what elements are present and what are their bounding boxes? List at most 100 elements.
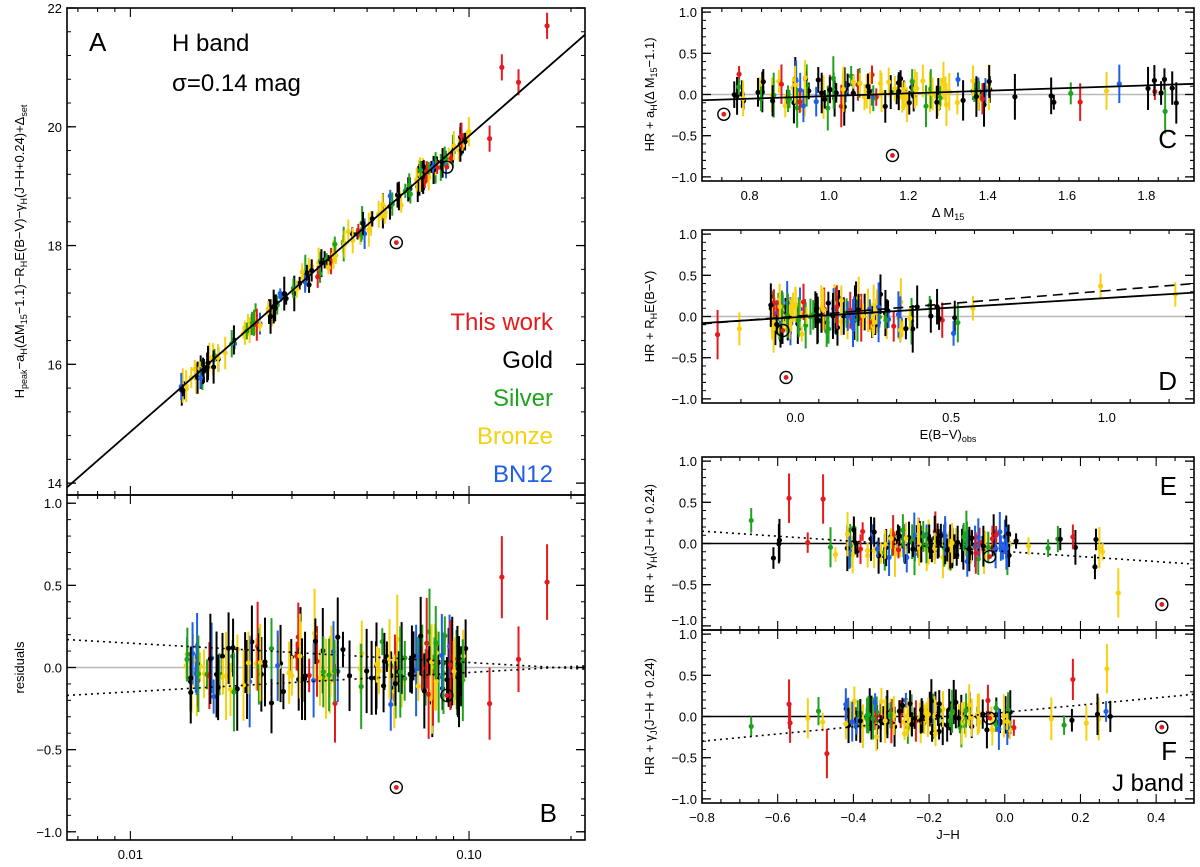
data-point <box>1094 693 1101 736</box>
data-point <box>1169 71 1175 105</box>
data-point <box>910 541 916 557</box>
data-point <box>820 712 826 732</box>
y-tick-label: 0.5 <box>44 578 62 593</box>
data-point <box>499 536 505 619</box>
data-point <box>1005 524 1011 543</box>
data-point <box>340 631 346 668</box>
data-point <box>417 160 424 180</box>
x-tick-label: 0.01 <box>118 847 143 862</box>
trend-line-dotted <box>702 693 1194 743</box>
data-point <box>415 670 421 702</box>
y-tick-label: −0.5 <box>671 129 697 144</box>
data-point <box>760 69 766 95</box>
y-tick-label: 14 <box>48 476 62 491</box>
data-point <box>851 516 857 544</box>
data-point <box>943 83 950 126</box>
y-tick-label: −1.0 <box>671 792 697 807</box>
data-point <box>1012 73 1018 120</box>
data-point <box>861 84 868 111</box>
data-point <box>901 726 908 741</box>
data-point <box>907 690 913 718</box>
data-point <box>376 648 382 694</box>
data-point <box>865 542 871 559</box>
data-point <box>980 525 986 567</box>
data-point <box>954 544 960 566</box>
y-tick-label: 18 <box>48 239 62 254</box>
x-tick-label: 1.0 <box>1098 410 1116 425</box>
data-point <box>855 293 862 326</box>
x-tick-label: −0.6 <box>765 810 791 825</box>
data-point <box>1173 82 1179 124</box>
data-point <box>369 640 375 715</box>
data-point <box>871 517 877 547</box>
data-point <box>896 700 902 723</box>
plot-area <box>702 56 1194 163</box>
panel-letter: A <box>89 27 107 57</box>
x-tick-label: 1.6 <box>1058 188 1076 203</box>
data-point <box>857 699 863 743</box>
data-point <box>813 86 819 117</box>
legend-entry: Silver <box>493 385 553 412</box>
data-point <box>451 130 457 161</box>
x-tick-label: 0.8 <box>741 188 759 203</box>
x-tick-label: 0.10 <box>456 847 481 862</box>
x-tick-label: 0.0 <box>996 810 1014 825</box>
data-point <box>714 309 721 360</box>
data-point <box>306 276 312 293</box>
data-point <box>949 689 955 733</box>
data-point <box>486 125 493 152</box>
y-tick-label: −0.5 <box>671 578 697 593</box>
data-point <box>954 90 960 115</box>
legend: This work Gold Silver Bronze BN12 <box>450 309 554 488</box>
data-point <box>844 512 851 557</box>
data-point <box>299 263 305 281</box>
data-point <box>1099 543 1106 561</box>
data-point <box>794 87 800 128</box>
y-tick-label: 0.0 <box>44 661 62 676</box>
data-point <box>1048 697 1054 741</box>
data-point <box>906 90 912 115</box>
data-point <box>886 538 892 576</box>
data-point <box>825 85 831 131</box>
data-point <box>900 514 906 546</box>
outlier-marker <box>776 323 790 338</box>
outlier-marker <box>885 148 900 163</box>
legend-entry: This work <box>450 309 554 336</box>
trend-line-dotted <box>67 638 585 670</box>
y-tick-label: −1.0 <box>36 825 62 840</box>
data-point <box>815 67 821 93</box>
data-point <box>944 538 950 562</box>
panel-letter: B <box>540 798 557 828</box>
panel-letter: E <box>1160 471 1177 501</box>
outlier-point <box>444 164 450 170</box>
data-point <box>904 699 911 733</box>
data-point <box>380 659 387 713</box>
data-point <box>857 534 864 564</box>
x-tick-label: 1.0 <box>820 188 838 203</box>
x-tick-label: 0.0 <box>786 410 804 425</box>
data-point <box>830 56 836 101</box>
data-point <box>820 289 827 331</box>
y-tick-label: 1.0 <box>679 627 697 642</box>
outlier-point <box>890 153 895 158</box>
data-point <box>1116 64 1122 104</box>
legend-entry: BN12 <box>493 461 553 488</box>
data-point <box>421 160 427 175</box>
data-point <box>1057 528 1063 551</box>
data-point <box>850 536 856 574</box>
data-point <box>896 72 902 111</box>
data-point <box>358 643 364 730</box>
data-point <box>394 594 400 684</box>
data-point <box>882 698 888 743</box>
data-point <box>1077 83 1083 121</box>
data-point <box>800 283 807 321</box>
x-tick-label: −0.8 <box>689 810 715 825</box>
legend-entry: Bronze <box>477 423 553 450</box>
fit-line <box>67 34 585 488</box>
data-point <box>888 528 894 549</box>
outlier-point <box>1159 602 1165 607</box>
data-point <box>1107 700 1113 733</box>
data-point <box>234 647 240 731</box>
data-point <box>805 698 811 739</box>
data-point <box>934 85 940 119</box>
